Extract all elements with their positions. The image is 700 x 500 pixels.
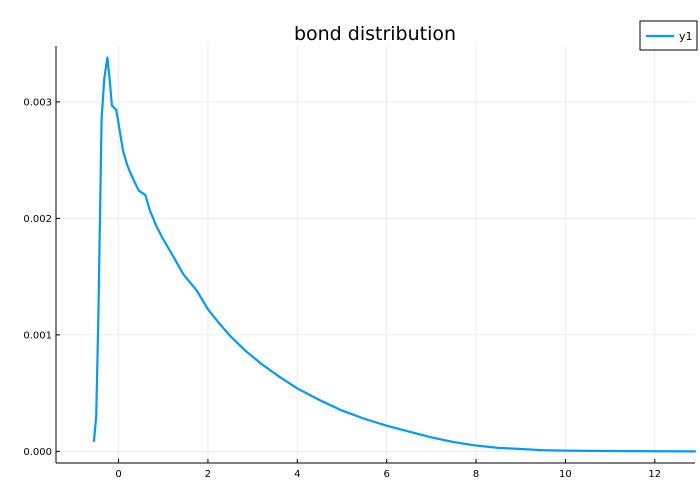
x-tick-label: 2 xyxy=(205,469,211,480)
series-line-y1 xyxy=(92,56,697,453)
legend[interactable]: y1 xyxy=(639,20,698,51)
y-tick-label: 0.002 xyxy=(23,214,52,225)
y-tick-label: 0.003 xyxy=(23,97,52,108)
x-tick-label: 12 xyxy=(648,469,661,480)
legend-label: y1 xyxy=(679,30,693,43)
y-tick-label: 0.000 xyxy=(23,447,52,458)
x-tick-label: 4 xyxy=(294,469,300,480)
tick-labels: 0 2 4 6 8 10 12 0.000 0.001 0.002 0.003 xyxy=(23,97,661,480)
x-tick-label: 8 xyxy=(473,469,479,480)
x-tick-label: 0 xyxy=(115,469,121,480)
x-tick-label: 10 xyxy=(559,469,572,480)
series xyxy=(92,56,697,453)
grid xyxy=(56,46,695,463)
x-tick-label: 6 xyxy=(383,469,389,480)
axes xyxy=(55,46,695,464)
y-tick-label: 0.001 xyxy=(23,330,52,341)
chart-title: bond distribution xyxy=(294,23,456,45)
